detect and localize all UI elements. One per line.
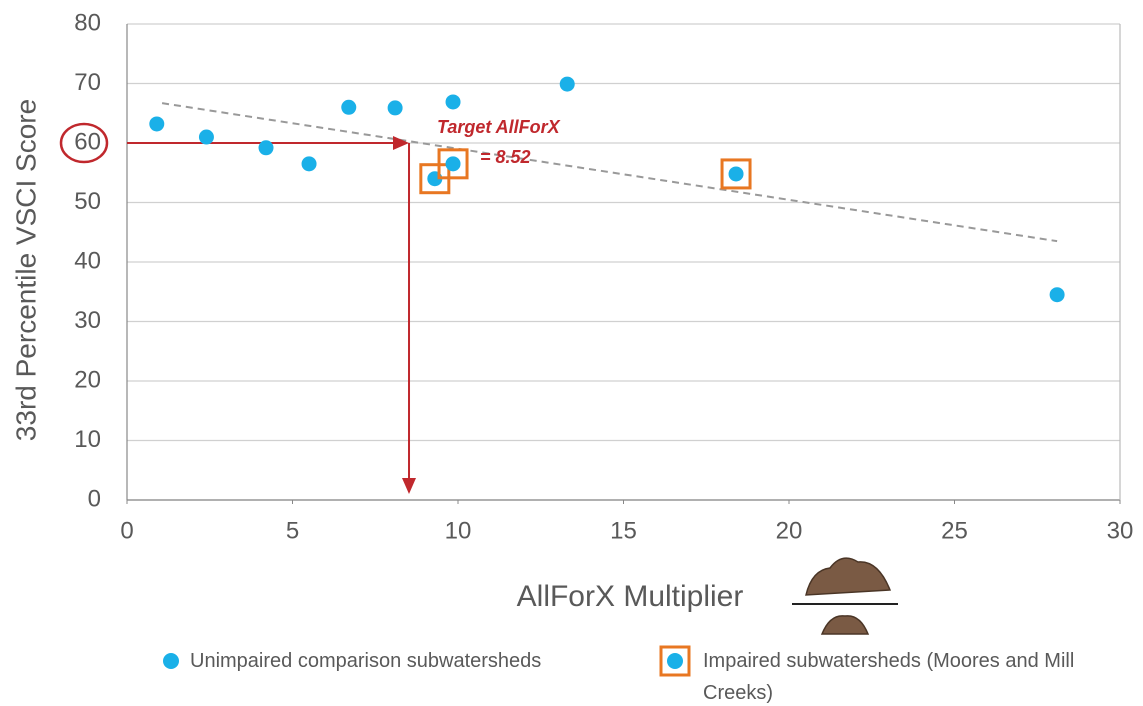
- y-tick-label: 50: [74, 188, 101, 215]
- y-axis-title: 33rd Percentile VSCI Score: [10, 99, 41, 441]
- y-tick-label: 40: [74, 247, 101, 274]
- x-axis-title: AllForX Multiplier: [517, 580, 744, 613]
- annotation-label: Target AllForX: [437, 117, 561, 137]
- x-tick-label: 30: [1107, 517, 1134, 544]
- point: [302, 156, 317, 171]
- arrowhead: [402, 478, 416, 494]
- y-tick-label: 80: [74, 9, 101, 36]
- legend-marker: [667, 653, 683, 669]
- legend-label: Unimpaired comparison subwatersheds: [190, 645, 610, 677]
- point: [149, 116, 164, 131]
- x-tick-label: 0: [120, 517, 133, 544]
- page: 33rd Percentile VSCI Score AllForX Multi…: [0, 0, 1143, 706]
- y-tick-label: 70: [74, 69, 101, 96]
- point: [1050, 287, 1065, 302]
- arrowhead: [393, 136, 409, 150]
- point: [199, 130, 214, 145]
- x-tick-label: 20: [776, 517, 803, 544]
- x-tick-label: 10: [445, 517, 472, 544]
- y-tick-label: 20: [74, 366, 101, 393]
- trendline: [162, 103, 1057, 241]
- x-tick-label: 25: [941, 517, 968, 544]
- point: [341, 100, 356, 115]
- y-tick-label: 0: [88, 485, 101, 512]
- y-tick-label: 10: [74, 426, 101, 453]
- point: [729, 166, 744, 181]
- legend-marker: [163, 653, 179, 669]
- point: [446, 156, 461, 171]
- y-tick-label: 60: [74, 128, 101, 155]
- legend-label: Impaired subwatersheds (Moores and Mill …: [703, 645, 1093, 706]
- point: [560, 77, 575, 92]
- y-tick-label: 30: [74, 307, 101, 334]
- point: [446, 94, 461, 109]
- x-tick-label: 15: [610, 517, 637, 544]
- x-tick-label: 5: [286, 517, 299, 544]
- soil-icon: [792, 558, 898, 634]
- point: [388, 100, 403, 115]
- chart: 33rd Percentile VSCI Score AllForX Multi…: [0, 0, 1143, 706]
- annotation-value: = 8.52: [480, 147, 531, 167]
- point: [259, 140, 274, 155]
